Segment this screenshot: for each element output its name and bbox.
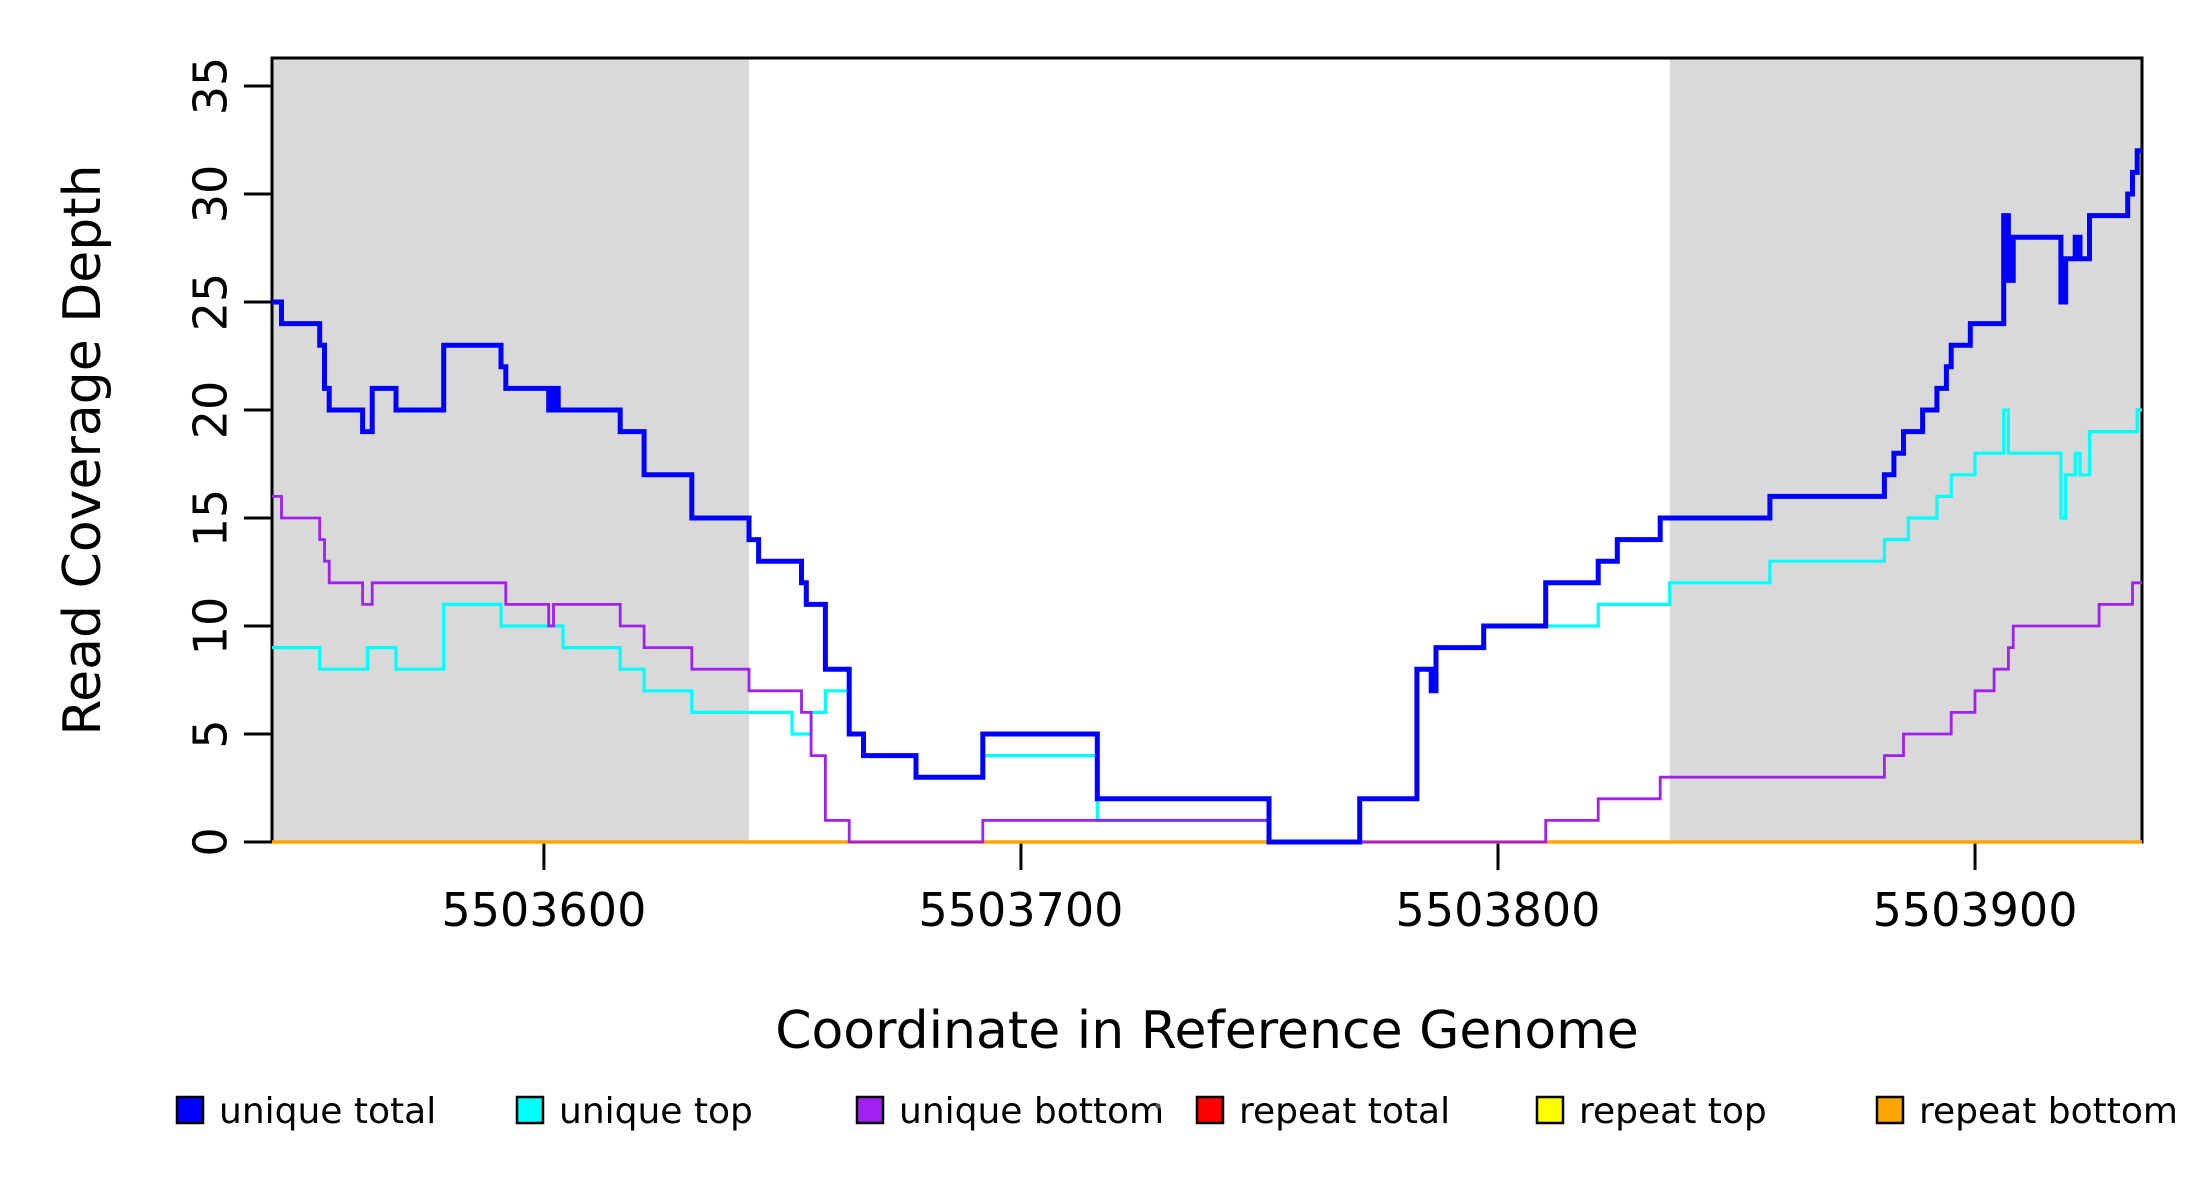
y-tick-label: 0 (184, 827, 238, 856)
legend-swatch-repeat-top (1535, 1095, 1565, 1125)
shaded-region (272, 58, 750, 842)
series-unique-bottom (272, 495, 2142, 844)
x-axis-title: Coordinate in Reference Genome (775, 1001, 1639, 1061)
legend-label: repeat bottom (1919, 1091, 2178, 1132)
stray-dot (1155, 1103, 1161, 1109)
legend-item: unique top (515, 1091, 753, 1132)
legend-label: unique total (219, 1091, 436, 1132)
legend-label: unique top (559, 1091, 753, 1132)
legend-item: unique bottom (855, 1091, 1164, 1132)
y-tick-label: 5 (184, 719, 238, 748)
legend-label: repeat top (1579, 1091, 1767, 1132)
legend-item: repeat top (1535, 1091, 1767, 1132)
y-tick-label: 15 (184, 489, 238, 548)
legend-swatch-repeat-total (1195, 1095, 1225, 1125)
legend-label: repeat total (1239, 1091, 1450, 1132)
legend-label: unique bottom (899, 1091, 1164, 1132)
x-tick-label: 5503900 (1873, 883, 2078, 937)
x-tick-label: 5503800 (1396, 883, 1601, 937)
series-unique-total (272, 148, 2142, 845)
y-tick-label: 30 (184, 165, 238, 224)
legend-swatch-unique-total (175, 1095, 205, 1125)
y-axis-title: Read Coverage Depth (53, 164, 113, 735)
x-tick-label: 5503600 (441, 883, 646, 937)
y-tick-label: 35 (184, 57, 238, 116)
y-tick-label: 20 (184, 381, 238, 440)
y-tick-label: 10 (184, 597, 238, 656)
legend-swatch-repeat-bottom (1875, 1095, 1905, 1125)
legend-item: repeat bottom (1875, 1091, 2178, 1132)
x-tick-label: 5503700 (919, 883, 1124, 937)
legend-item: repeat total (1195, 1091, 1450, 1132)
y-tick-label: 25 (184, 273, 238, 332)
legend-swatch-unique-top (515, 1095, 545, 1125)
legend-swatch-unique-bottom (855, 1095, 885, 1125)
legend-item: unique total (175, 1091, 436, 1132)
